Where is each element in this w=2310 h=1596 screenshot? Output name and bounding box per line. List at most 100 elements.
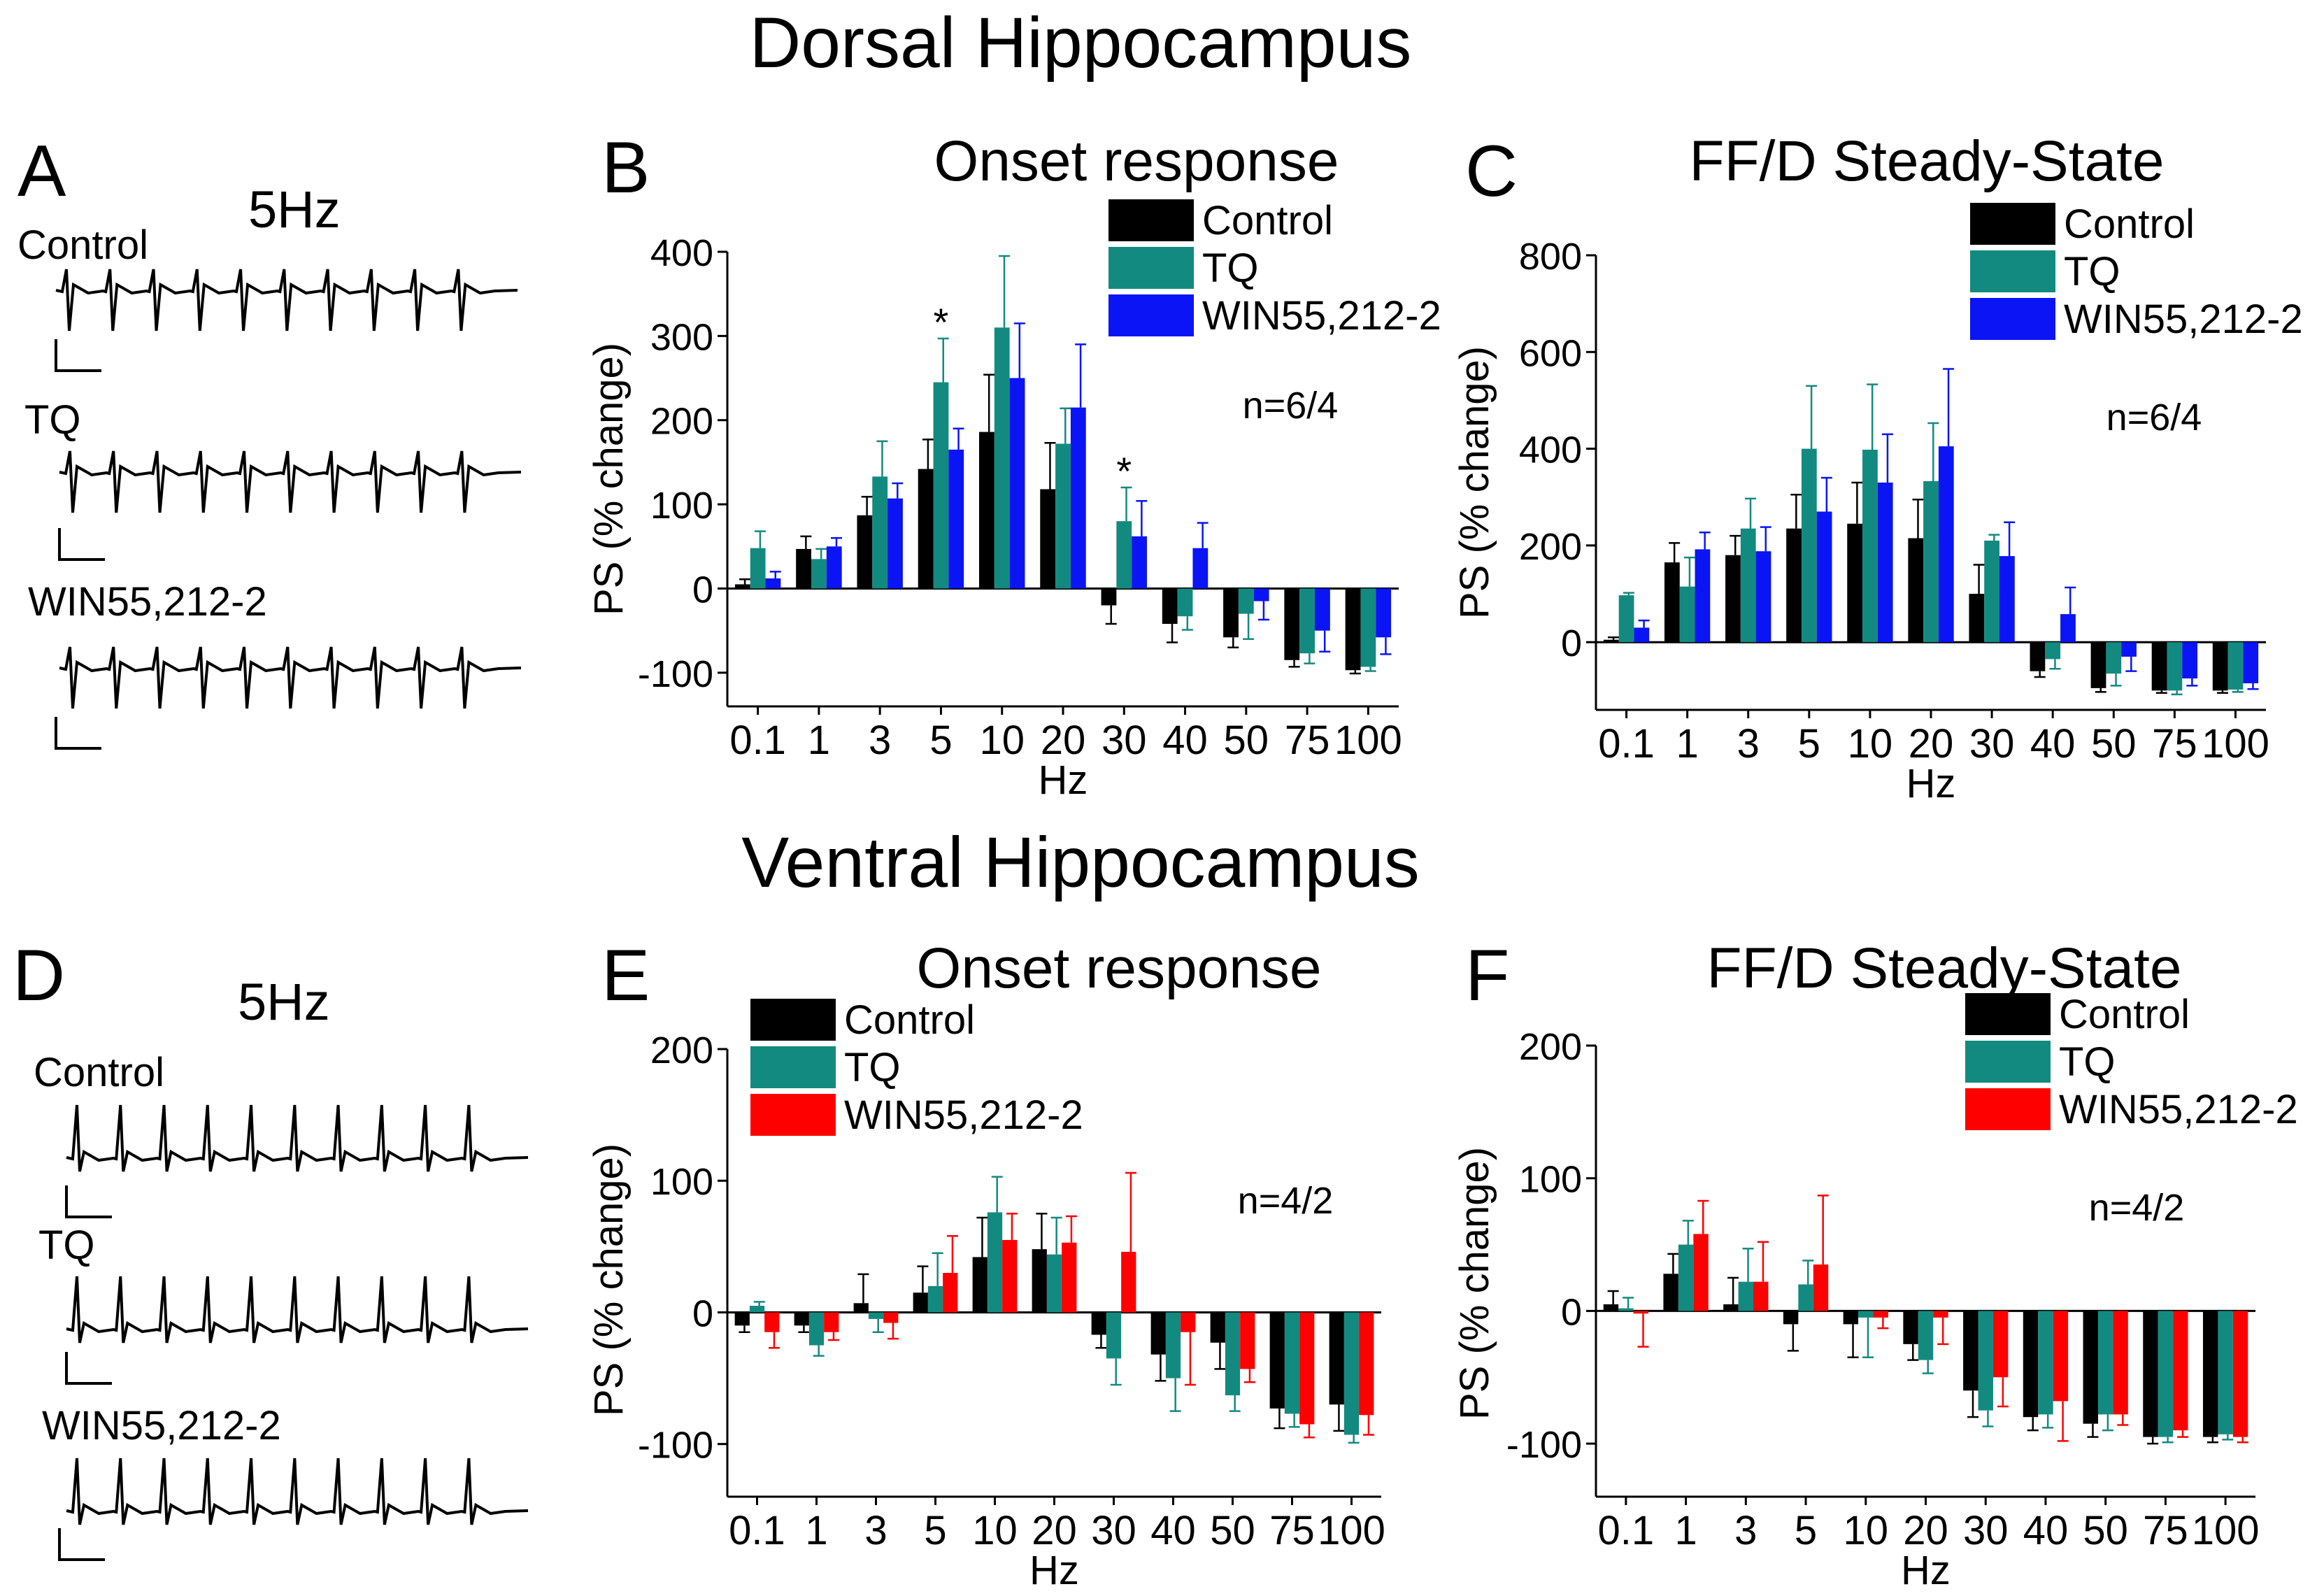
bar <box>824 1312 839 1332</box>
x-tick-label: 20 <box>1903 1508 1948 1553</box>
y-tick-label: 0 <box>1561 622 1582 664</box>
bar <box>2158 1311 2174 1437</box>
bar <box>1116 521 1132 589</box>
bar <box>1963 1311 1979 1391</box>
legend-label: TQ <box>1202 245 1259 291</box>
x-axis-label: Hz <box>1901 1548 1951 1593</box>
bar <box>1634 627 1650 643</box>
bar <box>1862 449 1878 643</box>
scale-bar <box>58 528 105 561</box>
x-tick-label: 75 <box>1269 1508 1315 1553</box>
bar <box>2113 1311 2128 1415</box>
trace-label-control: Control <box>17 222 148 268</box>
bar <box>1284 588 1300 660</box>
x-tick-label: 75 <box>1285 718 1330 763</box>
y-tick-label: -100 <box>638 653 713 695</box>
bar <box>1923 480 1939 643</box>
bar <box>1978 1311 1993 1411</box>
legend-swatch <box>1965 1088 2051 1130</box>
x-tick-label: 1 <box>808 718 830 763</box>
bar <box>868 1312 884 1319</box>
bar <box>1755 551 1771 643</box>
panel-letter: E <box>601 935 650 1016</box>
x-tick-label: 10 <box>972 1508 1018 1553</box>
bar <box>1032 1249 1047 1313</box>
bar <box>1269 1312 1285 1409</box>
trace-waveform <box>66 1104 529 1172</box>
chart-title: Onset response <box>917 936 1322 1000</box>
y-tick-label: -100 <box>638 1425 713 1467</box>
x-tick-label: 50 <box>2091 721 2137 767</box>
y-tick-label: 0 <box>1561 1291 1582 1333</box>
bar <box>872 476 888 589</box>
x-axis-label: Hz <box>1906 761 1956 806</box>
x-tick-label: 100 <box>1334 718 1402 763</box>
y-tick-label: 100 <box>650 1161 713 1203</box>
x-tick-label: 5 <box>1798 721 1820 767</box>
significance-marker: * <box>934 300 949 344</box>
bar <box>1813 1264 1829 1311</box>
chart-panel-b: B Onset response -100 0 100 200 300 400 PS (% ch… <box>586 127 1441 803</box>
chart-title: Onset response <box>934 129 1339 193</box>
bar <box>1121 1251 1136 1313</box>
bar <box>1253 588 1269 601</box>
x-tick-label: 3 <box>864 1508 887 1553</box>
bar <box>1678 1244 1694 1311</box>
bar <box>1858 1311 1874 1318</box>
bar <box>1903 1311 1918 1344</box>
legend-swatch <box>1965 993 2051 1035</box>
bar <box>1969 594 1985 643</box>
bar <box>2060 614 2076 643</box>
bar <box>1343 1312 1360 1435</box>
panel-letter: C <box>1465 131 1518 212</box>
bar <box>1062 1242 1077 1313</box>
trace-label-control: Control <box>34 1050 164 1095</box>
bar <box>1240 1312 1255 1369</box>
bar <box>1798 1284 1813 1311</box>
trace-waveform <box>66 1458 529 1525</box>
bar <box>811 559 827 589</box>
bar <box>1225 1312 1241 1396</box>
trace-frequency-label: 5Hz <box>248 180 341 238</box>
bar <box>1091 1312 1106 1335</box>
trace-label-tq: TQ <box>24 397 81 443</box>
scale-bar <box>55 717 101 750</box>
y-tick-label: 400 <box>650 232 713 274</box>
y-axis-label: PS (% change) <box>586 1143 632 1416</box>
panel-letter: F <box>1465 935 1510 1016</box>
x-tick-label: 0.1 <box>729 1508 785 1553</box>
bar <box>1177 588 1193 617</box>
bar <box>1984 540 1999 643</box>
bar <box>1908 538 1924 643</box>
bar <box>1181 1312 1196 1332</box>
legend-swatch <box>750 1046 836 1088</box>
x-axis-label: Hz <box>1039 757 1088 803</box>
bar <box>2097 1311 2113 1415</box>
trace-waveform <box>55 269 518 332</box>
bar <box>1055 443 1071 589</box>
x-tick-label: 5 <box>924 1508 946 1553</box>
bar <box>1299 1312 1315 1425</box>
bar <box>2173 1311 2188 1431</box>
x-tick-label: 3 <box>869 718 891 763</box>
x-tick-label: 40 <box>2023 1508 2069 1553</box>
bar <box>1783 1311 1799 1325</box>
trace-panel-a: A 5Hz Control TQ WIN55,212-2 <box>17 131 522 750</box>
scale-bar <box>65 1352 112 1385</box>
panel-letter-a: A <box>17 131 66 212</box>
x-tick-label: 50 <box>1210 1508 1255 1553</box>
x-tick-label: 100 <box>2202 721 2269 767</box>
bar <box>1938 446 1954 643</box>
bar <box>857 515 873 589</box>
trace-group-a <box>55 269 522 750</box>
x-tick-label: 100 <box>1318 1508 1385 1553</box>
x-tick-label: 0.1 <box>1598 1508 1655 1553</box>
bar <box>1664 562 1680 643</box>
x-tick-label: 30 <box>1969 721 2015 767</box>
legend-swatch <box>1108 294 1194 336</box>
bar <box>1723 1304 1739 1311</box>
scale-bar <box>55 339 101 372</box>
x-tick-label: 0.1 <box>1598 721 1655 767</box>
legend-label: WIN55,212-2 <box>844 1092 1083 1138</box>
bar <box>1847 523 1863 643</box>
